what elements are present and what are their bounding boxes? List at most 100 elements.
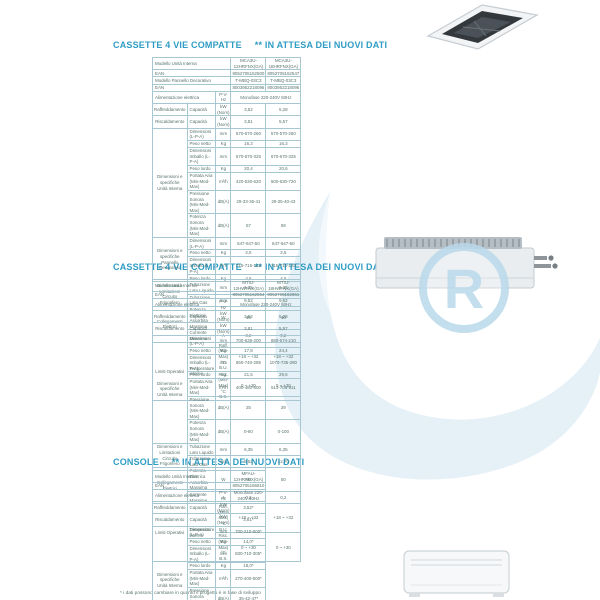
table-cell: Raffreddamento — [152, 501, 188, 515]
table-row: Raffreddamento Capacità kW (Nom) 3,52 5,28 — [152, 103, 302, 117]
table-cell: 5,57 — [265, 322, 302, 336]
table-cell: Dimensioni (L-P-A) — [186, 334, 217, 348]
table-cell: MTIU-12HWFNX(GA) — [230, 278, 267, 293]
table-cell: 57 — [230, 213, 267, 238]
table-cell: 3,81 — [230, 322, 267, 336]
table-cell: P-V-Hz — [215, 90, 232, 105]
table-cell: Peso netto — [186, 537, 217, 546]
table-row: Portata Aria (Min-Med-Max) m³/h 420-530-62… — [153, 172, 302, 191]
table-cell: Portata Aria (Min-Med-Max) — [186, 569, 217, 588]
table-cell: P-V-Hz — [215, 488, 232, 503]
table-cell: 270-400-500* — [230, 569, 267, 588]
table-cell: Kg — [215, 537, 232, 546]
table-cell: 29-35-40-43 — [265, 189, 302, 215]
table-cell: 29 — [265, 395, 302, 421]
table-cell: 3,52 — [230, 103, 267, 117]
table-cell: Capacità — [186, 513, 217, 527]
table-cell: 670-670-325 — [265, 147, 302, 166]
table-cell: Kg — [215, 562, 232, 570]
table-cell: MFAU-12HRFNX(GA) — [230, 469, 267, 484]
table-cell: mm — [215, 353, 232, 373]
table-cell: MTIU-18HWFNX(GA) — [265, 278, 302, 293]
table-cell: T-MBQ-03C3 — [265, 76, 302, 85]
table-row: Alimentazione elettrica P-V-Hz Monofase 22… — [151, 488, 267, 503]
table-cell: 420-530-620 — [230, 172, 267, 191]
table-cell: 860-740-285 — [230, 353, 267, 373]
table-cell: 8003952218096 — [230, 83, 267, 92]
table-cell: Dimensioni e specifiche Unità Interna — [152, 525, 188, 600]
table-cell: Pressione Sonora (Min-Med-Max) — [186, 395, 217, 421]
console-spec-table: Modello Unità Interna MFAU-12HRFNX(GA) EAN… — [151, 469, 267, 600]
table-cell: 3,81 — [230, 115, 267, 129]
table-cell: 5,28 — [265, 103, 302, 117]
section-title-note: ** IN ATTESA DEI NUOVI DATI — [254, 262, 388, 272]
table-cell: 830-710-305* — [230, 544, 267, 564]
table-row: EAN 8003952218096 8003952218096 — [151, 83, 302, 92]
table-cell: P-V-Hz — [215, 297, 232, 312]
section-title-text: CASSETTE 4 VIE COMPATTE — [113, 40, 242, 50]
table-cell: m³/h — [215, 172, 232, 191]
table-cell: Potenza Sonora (Min-Med-Max) — [186, 213, 217, 238]
table-cell: Dimensioni (L-P-A) — [186, 127, 217, 141]
table-cell: 29-33-36-41 — [230, 189, 267, 215]
table-cell: 700-210-600* — [230, 525, 267, 539]
table-cell: Dimensioni Imballo (L-P-A) — [186, 544, 217, 564]
table-cell: 21,5 — [230, 371, 267, 379]
table-cell: 8052705162547 — [265, 69, 302, 78]
table-cell: Riscaldamento — [152, 513, 188, 527]
table-row: Raffreddamento Capacità kW (Nom) 3,52 5,28 — [152, 310, 302, 324]
table-row: Alimentazione elettrica P-V-Hz Monofase 22… — [151, 297, 302, 312]
table-cell: 6,35 — [230, 442, 267, 457]
table-cell: Modello Unità Interna — [151, 469, 232, 484]
table-cell: 8052705162500 — [230, 69, 267, 78]
table-cell: Tubazione Lato Gas — [186, 455, 217, 469]
table-cell: +18 ~ +32 — [265, 503, 302, 534]
table-cell: Modello Unità Interna — [151, 278, 232, 293]
table-cell: Dimensioni e specifiche Unità Interna — [152, 334, 188, 444]
section-title: CASSETTE 4 VIE COMPATTE ** IN ATTESA DEI … — [113, 40, 387, 51]
table-cell: mm — [215, 127, 232, 141]
table-cell: 700-635-200 — [230, 334, 267, 348]
table-cell: mm — [215, 256, 232, 276]
table-row: Riscaldamento Capacità kW (Nom) 3,81 5,57 — [152, 115, 302, 129]
table-cell: 8052705162554 — [230, 291, 267, 299]
table-cell: 400-480-600 — [230, 378, 267, 397]
table-cell: kW (Nom) — [215, 322, 232, 336]
table-row: Modello Pannello Decorativo T-MBQ-03C3 T-M… — [151, 76, 302, 85]
table-row: Dimensioni e specifiche Unità Interna Dim… — [152, 525, 267, 600]
table-cell: Dimensioni e specifiche Pannello Decorat… — [152, 236, 188, 283]
table-cell: 715-715-123 — [230, 256, 267, 276]
table-cell: 18,0* — [230, 562, 267, 570]
table-cell: Dimensioni Imballo (L-P-A) — [186, 353, 217, 373]
table-cell: Potenza Sonora (Min-Med-Max) — [186, 419, 217, 444]
table-cell: 5,28 — [265, 310, 302, 324]
table-row: Modello Unità Interna MCA3U-12HRFNX(GA) MC… — [151, 56, 302, 71]
table-cell: Monofase 220-240V 50Hz — [230, 488, 267, 503]
table-cell: 5,57 — [265, 115, 302, 129]
table-cell: 17,8 — [230, 346, 267, 355]
table-cell: 670-670-325 — [230, 147, 267, 166]
table-cell: mm — [215, 544, 232, 564]
table-cell: dB(A) — [215, 395, 232, 421]
table-cell: Kg — [215, 249, 232, 258]
table-cell: EAN — [151, 83, 232, 92]
table-cell: Pressione Sonora (Min-Med-Max) — [186, 189, 217, 215]
table-row: Modello Unità Interna MTIU-12HWFNX(GA) MTI… — [151, 278, 302, 293]
table-cell: 0-60 — [230, 419, 267, 444]
table-cell: EAN — [151, 69, 232, 78]
table-cell: mm — [215, 236, 232, 251]
table-cell: EAN — [151, 482, 232, 490]
table-cell: EAN — [151, 291, 232, 299]
table-cell: 3,81* — [230, 513, 267, 527]
cassette-unit-image — [426, 4, 539, 50]
table-row: Dimensioni e specifiche Unità Interna Dim… — [152, 334, 302, 444]
table-cell: 570-570-260 — [230, 127, 267, 141]
table-cell: Kg — [215, 346, 232, 355]
table-cell: 14,0* — [230, 537, 267, 546]
table-cell: Kg — [215, 371, 232, 379]
table-row: Dimensioni e specifiche Unità Interna Dim… — [152, 127, 302, 238]
table-cell: 50 — [265, 467, 302, 492]
table-row: Dimensioni Imballo (L-P-A) mm 830-710-305* — [153, 544, 267, 564]
table-cell: 35-42-47* — [230, 586, 267, 600]
